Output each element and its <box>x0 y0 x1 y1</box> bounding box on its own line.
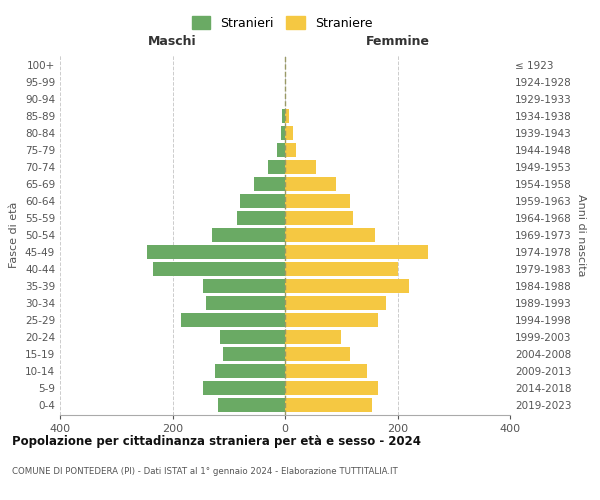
Bar <box>285 398 372 412</box>
Bar <box>285 194 350 208</box>
Bar <box>147 245 285 259</box>
Bar <box>277 143 285 157</box>
Text: Femmine: Femmine <box>365 35 430 48</box>
Bar <box>254 177 285 191</box>
Bar <box>285 126 293 140</box>
Bar <box>285 347 350 361</box>
Bar <box>240 194 285 208</box>
Bar <box>220 330 285 344</box>
Bar <box>206 296 285 310</box>
Y-axis label: Fasce di età: Fasce di età <box>10 202 19 268</box>
Bar <box>282 109 285 123</box>
Text: Maschi: Maschi <box>148 35 197 48</box>
Bar <box>285 109 289 123</box>
Bar <box>285 211 353 225</box>
Bar <box>212 228 285 242</box>
Bar <box>285 262 398 276</box>
Bar <box>285 313 378 327</box>
Text: COMUNE DI PONTEDERA (PI) - Dati ISTAT al 1° gennaio 2024 - Elaborazione TUTTITAL: COMUNE DI PONTEDERA (PI) - Dati ISTAT al… <box>12 468 398 476</box>
Y-axis label: Anni di nascita: Anni di nascita <box>575 194 586 276</box>
Bar <box>285 177 335 191</box>
Bar <box>281 126 285 140</box>
Bar <box>285 160 316 174</box>
Bar <box>215 364 285 378</box>
Bar <box>268 160 285 174</box>
Bar <box>285 381 378 395</box>
Text: Popolazione per cittadinanza straniera per età e sesso - 2024: Popolazione per cittadinanza straniera p… <box>12 435 421 448</box>
Bar <box>285 245 428 259</box>
Bar <box>203 279 285 293</box>
Bar <box>285 279 409 293</box>
Bar <box>285 330 341 344</box>
Bar <box>153 262 285 276</box>
Bar <box>237 211 285 225</box>
Bar <box>285 143 296 157</box>
Bar <box>285 364 367 378</box>
Legend: Stranieri, Straniere: Stranieri, Straniere <box>187 11 377 35</box>
Bar <box>285 228 375 242</box>
Bar <box>223 347 285 361</box>
Bar <box>181 313 285 327</box>
Bar <box>218 398 285 412</box>
Bar <box>203 381 285 395</box>
Bar <box>285 296 386 310</box>
